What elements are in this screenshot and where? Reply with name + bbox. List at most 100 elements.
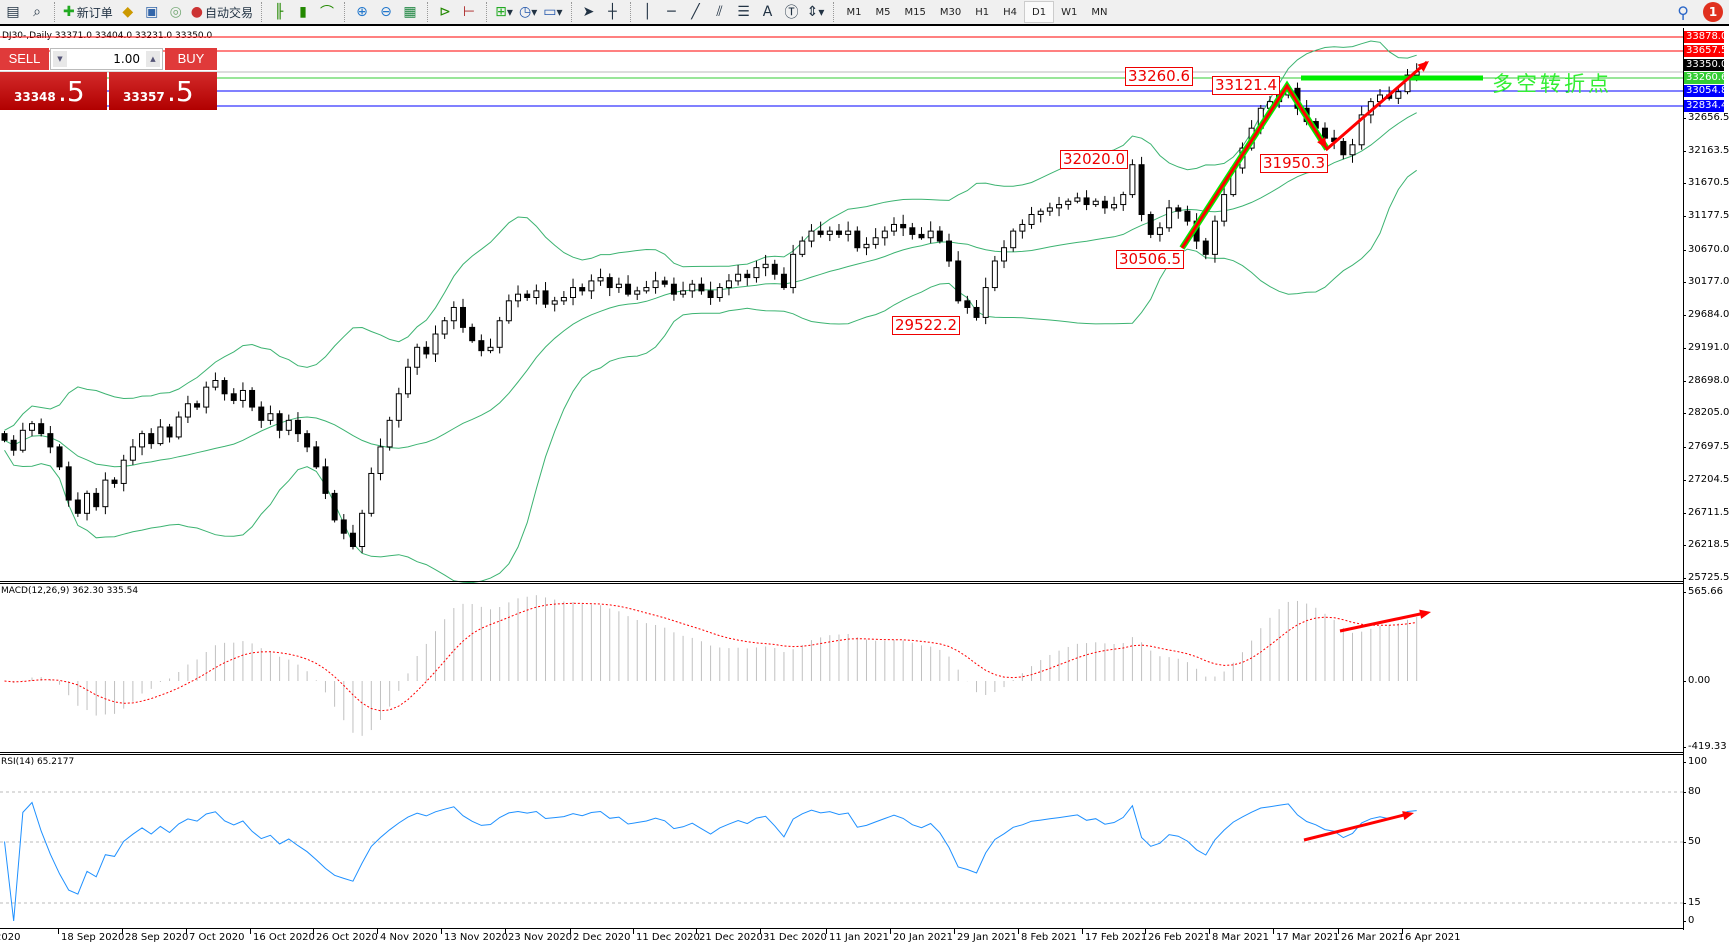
- candle: [652, 280, 659, 289]
- timeframe-m1[interactable]: M1: [846, 6, 862, 18]
- timeframe-w1[interactable]: W1: [1061, 6, 1078, 18]
- candle: [900, 223, 907, 229]
- trend-arrow: [1180, 60, 1428, 249]
- macd-axis-label: 0.00: [1682, 675, 1711, 686]
- candle: [84, 492, 91, 514]
- arrows-icon[interactable]: ⇕ ▾: [806, 4, 825, 20]
- volume-down-icon[interactable]: ▼: [53, 51, 67, 67]
- candle: [1019, 223, 1026, 232]
- volume-stepper[interactable]: ▼ 1.00 ▲: [50, 48, 163, 70]
- bar-chart-icon[interactable]: ╟: [274, 4, 284, 20]
- price-annotation[interactable]: 31950.3: [1260, 154, 1329, 173]
- timeframe-m15[interactable]: M15: [904, 6, 926, 18]
- indicators-icon[interactable]: ⊞ ▾: [495, 4, 513, 20]
- zoom-in-icon[interactable]: ⊕: [356, 4, 368, 20]
- candle: [38, 423, 45, 435]
- date-label: 11 Jan 2021: [826, 929, 889, 943]
- candle: [1056, 204, 1063, 209]
- crosshair-icon[interactable]: ┼: [608, 4, 617, 20]
- candle: [450, 306, 457, 322]
- periods-icon[interactable]: ◷ ▾: [518, 4, 538, 20]
- candle: [139, 433, 146, 448]
- candle: [753, 267, 760, 279]
- signals-icon[interactable]: ◎: [169, 4, 182, 20]
- candle: [1404, 74, 1411, 93]
- price-tag: 33260.6: [1684, 72, 1728, 84]
- cursor-icon[interactable]: ➤: [582, 4, 595, 20]
- candle: [982, 287, 989, 318]
- candle: [29, 423, 36, 431]
- price-annotation[interactable]: 29522.2: [892, 316, 961, 335]
- line-chart-icon[interactable]: ⌒: [319, 5, 334, 21]
- chart-shift-icon[interactable]: ⊢: [462, 4, 476, 20]
- sell-button[interactable]: SELL: [0, 48, 49, 70]
- timeframe-d1[interactable]: D1: [1024, 1, 1055, 23]
- fibonacci-icon[interactable]: ☰: [737, 4, 750, 20]
- volume-input[interactable]: 1.00: [113, 52, 140, 66]
- price-annotation[interactable]: 33260.6: [1125, 67, 1194, 86]
- buy-button[interactable]: BUY: [165, 48, 217, 70]
- zoom-out-icon[interactable]: ⊖: [380, 4, 392, 20]
- date-label: 31 Dec 2020: [760, 929, 827, 943]
- pane-divider[interactable]: [0, 581, 1683, 584]
- text-icon[interactable]: A: [762, 4, 773, 20]
- trend-reversal-text[interactable]: 多空转折点: [1492, 72, 1612, 96]
- date-label: 29 Jan 2021: [954, 929, 1017, 943]
- auto-scroll-icon[interactable]: ⊳: [439, 4, 451, 20]
- candle: [359, 512, 366, 548]
- equidistant-channel-icon[interactable]: ⫽: [716, 4, 723, 20]
- date-label: 26 Feb 2021: [1144, 929, 1211, 943]
- chart-window-icon[interactable]: ▤: [6, 4, 20, 20]
- toolbar-separator: [260, 2, 262, 22]
- candle: [560, 297, 567, 302]
- toolbar-separator: [485, 2, 487, 22]
- buy-price-button[interactable]: 33357 .5: [109, 72, 217, 110]
- price-annotation[interactable]: 33121.4: [1212, 76, 1281, 95]
- date-label: 23 Nov 2020: [504, 929, 573, 943]
- market-watch-icon[interactable]: ◆: [122, 4, 134, 20]
- timeframe-m5[interactable]: M5: [875, 6, 891, 18]
- candle: [221, 380, 228, 395]
- candle: [129, 446, 136, 461]
- notification-badge[interactable]: 1: [1703, 2, 1723, 22]
- volume-up-icon[interactable]: ▲: [146, 51, 160, 67]
- date-label: 8 Feb 2021: [1018, 929, 1077, 943]
- price-annotation[interactable]: 30506.5: [1116, 250, 1185, 269]
- vertical-line-icon[interactable]: │: [643, 4, 652, 20]
- candle: [780, 273, 787, 289]
- zoom-window-icon[interactable]: ⌕: [33, 4, 41, 20]
- candle: [496, 320, 503, 348]
- text-label-icon[interactable]: Ⓣ: [784, 5, 799, 21]
- candle: [1340, 140, 1347, 156]
- sell-price-button[interactable]: 33348 .5: [0, 72, 107, 110]
- candle: [1001, 247, 1008, 262]
- date-label: 26 Oct 2020: [313, 929, 378, 943]
- timeframe-h4[interactable]: H4: [1003, 6, 1017, 18]
- candle: [102, 479, 109, 508]
- navigator-icon[interactable]: ▣: [145, 4, 159, 20]
- candle: [340, 519, 347, 534]
- templates-icon[interactable]: ▭ ▾: [543, 4, 563, 20]
- date-label: 17 Feb 2021: [1081, 929, 1148, 943]
- trendline-icon[interactable]: ╱: [691, 4, 700, 20]
- price-annotation[interactable]: 32020.0: [1060, 150, 1129, 169]
- pane-divider[interactable]: [0, 752, 1683, 755]
- search-icon[interactable]: ⚲: [1677, 3, 1689, 22]
- candle: [349, 532, 356, 548]
- new-order-button[interactable]: ✚ 新订单: [61, 1, 115, 23]
- timeframe-h1[interactable]: H1: [975, 6, 990, 18]
- candle: [1111, 204, 1118, 209]
- candle: [579, 287, 586, 292]
- timeframe-mn[interactable]: MN: [1091, 6, 1108, 18]
- timeframe-m30[interactable]: M30: [939, 6, 962, 18]
- candle: [799, 240, 806, 255]
- horizontal-line-icon[interactable]: ─: [667, 4, 676, 20]
- rsi-axis-label: 0: [1682, 915, 1695, 926]
- date-label: 6 Apr 2021: [1401, 929, 1461, 943]
- sell-price-frac: .5: [58, 75, 85, 108]
- auto-trade-button[interactable]: ● 自动交易: [189, 1, 255, 23]
- candlestick-chart-icon[interactable]: ▮: [299, 4, 307, 20]
- tile-windows-icon[interactable]: ▦: [403, 4, 417, 20]
- price-chart[interactable]: [0, 0, 1683, 946]
- price-tag: 33657.5: [1684, 45, 1728, 57]
